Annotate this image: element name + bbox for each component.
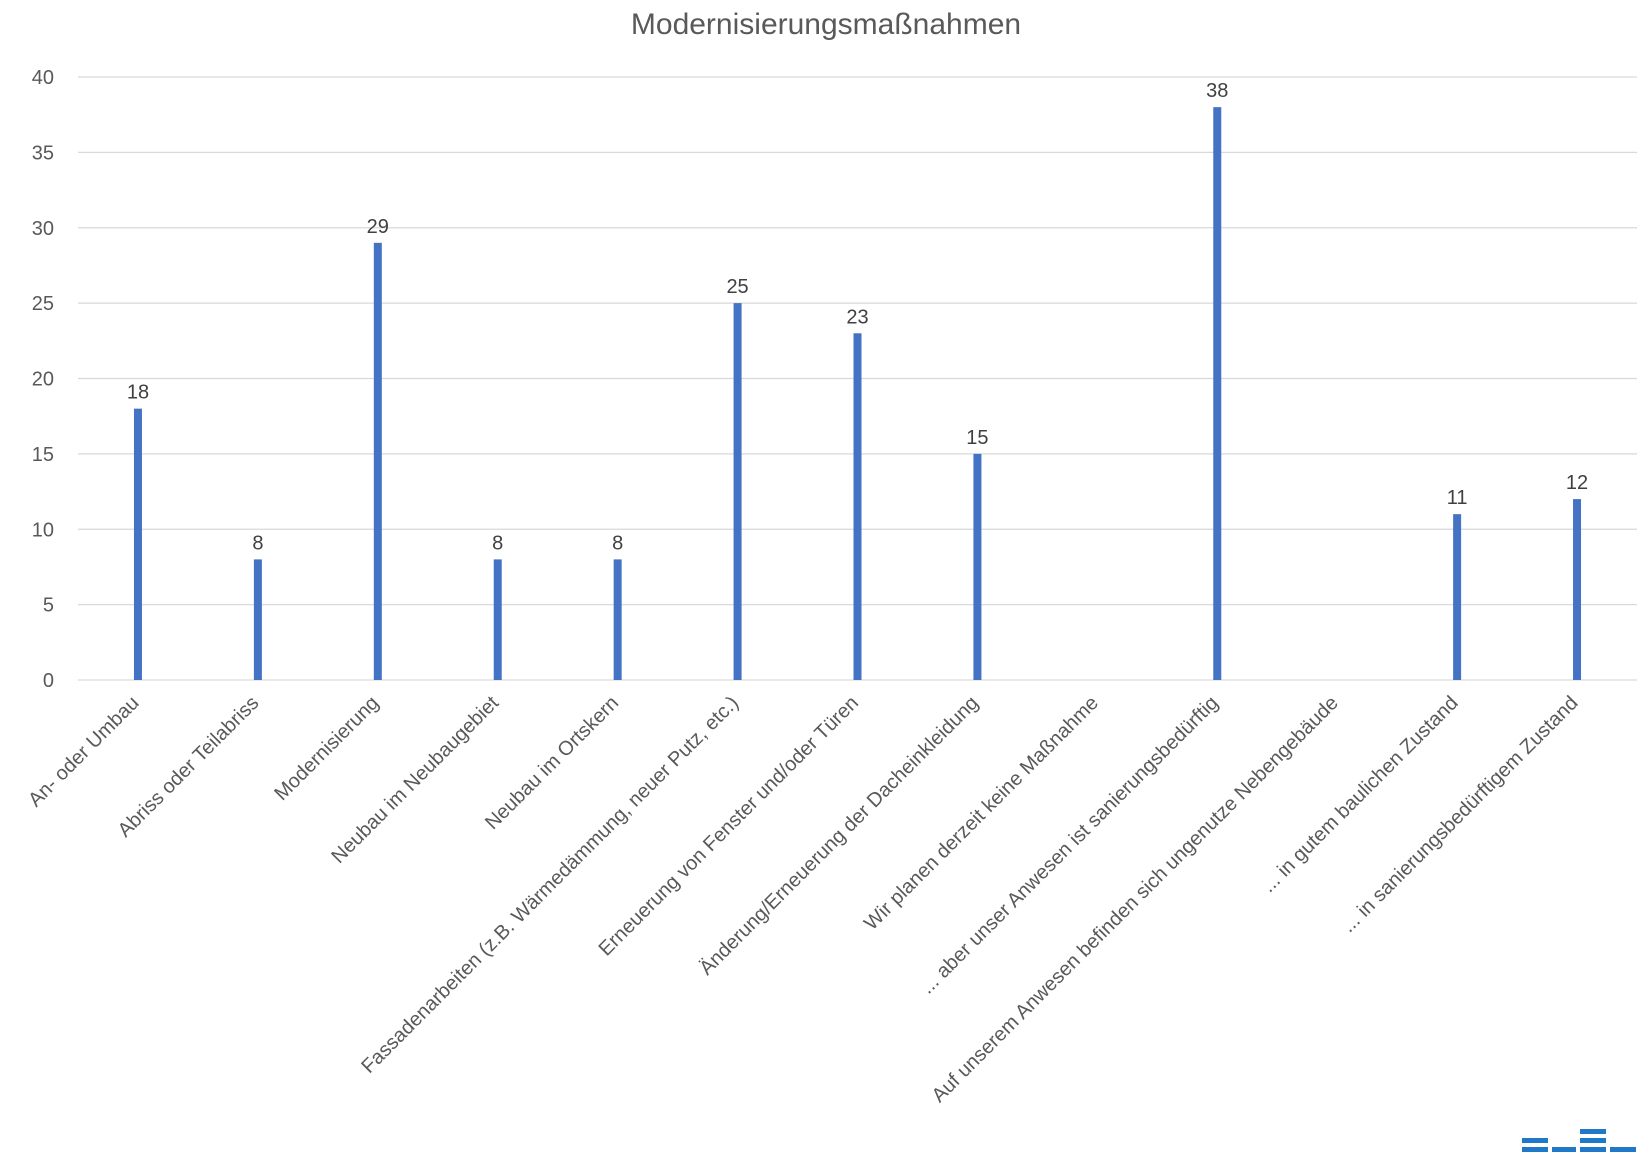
data-label: 11 (1447, 487, 1468, 509)
bar (1573, 499, 1582, 680)
bar (1213, 107, 1222, 680)
chart-title: Modernisierungsmaßnahmen (631, 8, 1021, 41)
x-tick-label: Modernisierung (270, 692, 383, 805)
y-axis-ticks: 0 5 10 15 20 25 30 35 40 (32, 67, 54, 692)
y-tick-label: 25 (32, 293, 54, 315)
bar (373, 242, 382, 680)
bar (133, 408, 142, 680)
bar (1453, 514, 1462, 680)
x-tick-label: Wir planen derzeit keine Maßnahme (860, 692, 1103, 935)
data-label: 38 (1206, 80, 1228, 102)
x-tick-label: An- oder Umbau (24, 692, 143, 811)
y-tick-label: 10 (32, 519, 54, 541)
data-label: 8 (612, 532, 623, 554)
y-tick-label: 40 (32, 67, 54, 89)
data-labels: 18 8 29 8 8 25 23 15 38 11 12 (127, 80, 1588, 554)
y-tick-label: 0 (43, 670, 54, 692)
x-tick-label: Auf unserem Anwesen befinden sich ungenu… (928, 692, 1343, 1107)
x-tick-label: ... in gutem baulichen Zustand (1258, 692, 1463, 897)
y-tick-label: 5 (43, 595, 54, 617)
bars (133, 107, 1582, 680)
data-label: 18 (127, 382, 149, 404)
x-tick-label: Erneuerung von Fenster und/oder Türen (595, 692, 863, 960)
data-label: 8 (252, 532, 263, 554)
bar (493, 559, 502, 680)
y-tick-label: 35 (32, 142, 54, 164)
bar (973, 453, 982, 680)
x-tick-label: Neubau im Ortskern (481, 692, 623, 834)
bar (253, 559, 262, 680)
y-tick-label: 30 (32, 218, 54, 240)
data-label: 25 (726, 276, 748, 298)
data-label: 23 (846, 306, 868, 328)
data-label: 12 (1566, 472, 1588, 494)
bar (733, 303, 742, 680)
data-label: 15 (966, 427, 988, 449)
bar (613, 559, 622, 680)
y-tick-label: 15 (32, 444, 54, 466)
bar (853, 333, 862, 680)
x-tick-label: Änderung/Erneuerung der Dacheinkleidung (695, 692, 983, 980)
data-label: 29 (367, 216, 389, 238)
x-tick-label: ... in sanierungsbedürftigem Zustand (1337, 692, 1582, 937)
data-label: 8 (492, 532, 503, 554)
y-tick-label: 20 (32, 369, 54, 391)
bar-logo-icon (1522, 1129, 1636, 1152)
